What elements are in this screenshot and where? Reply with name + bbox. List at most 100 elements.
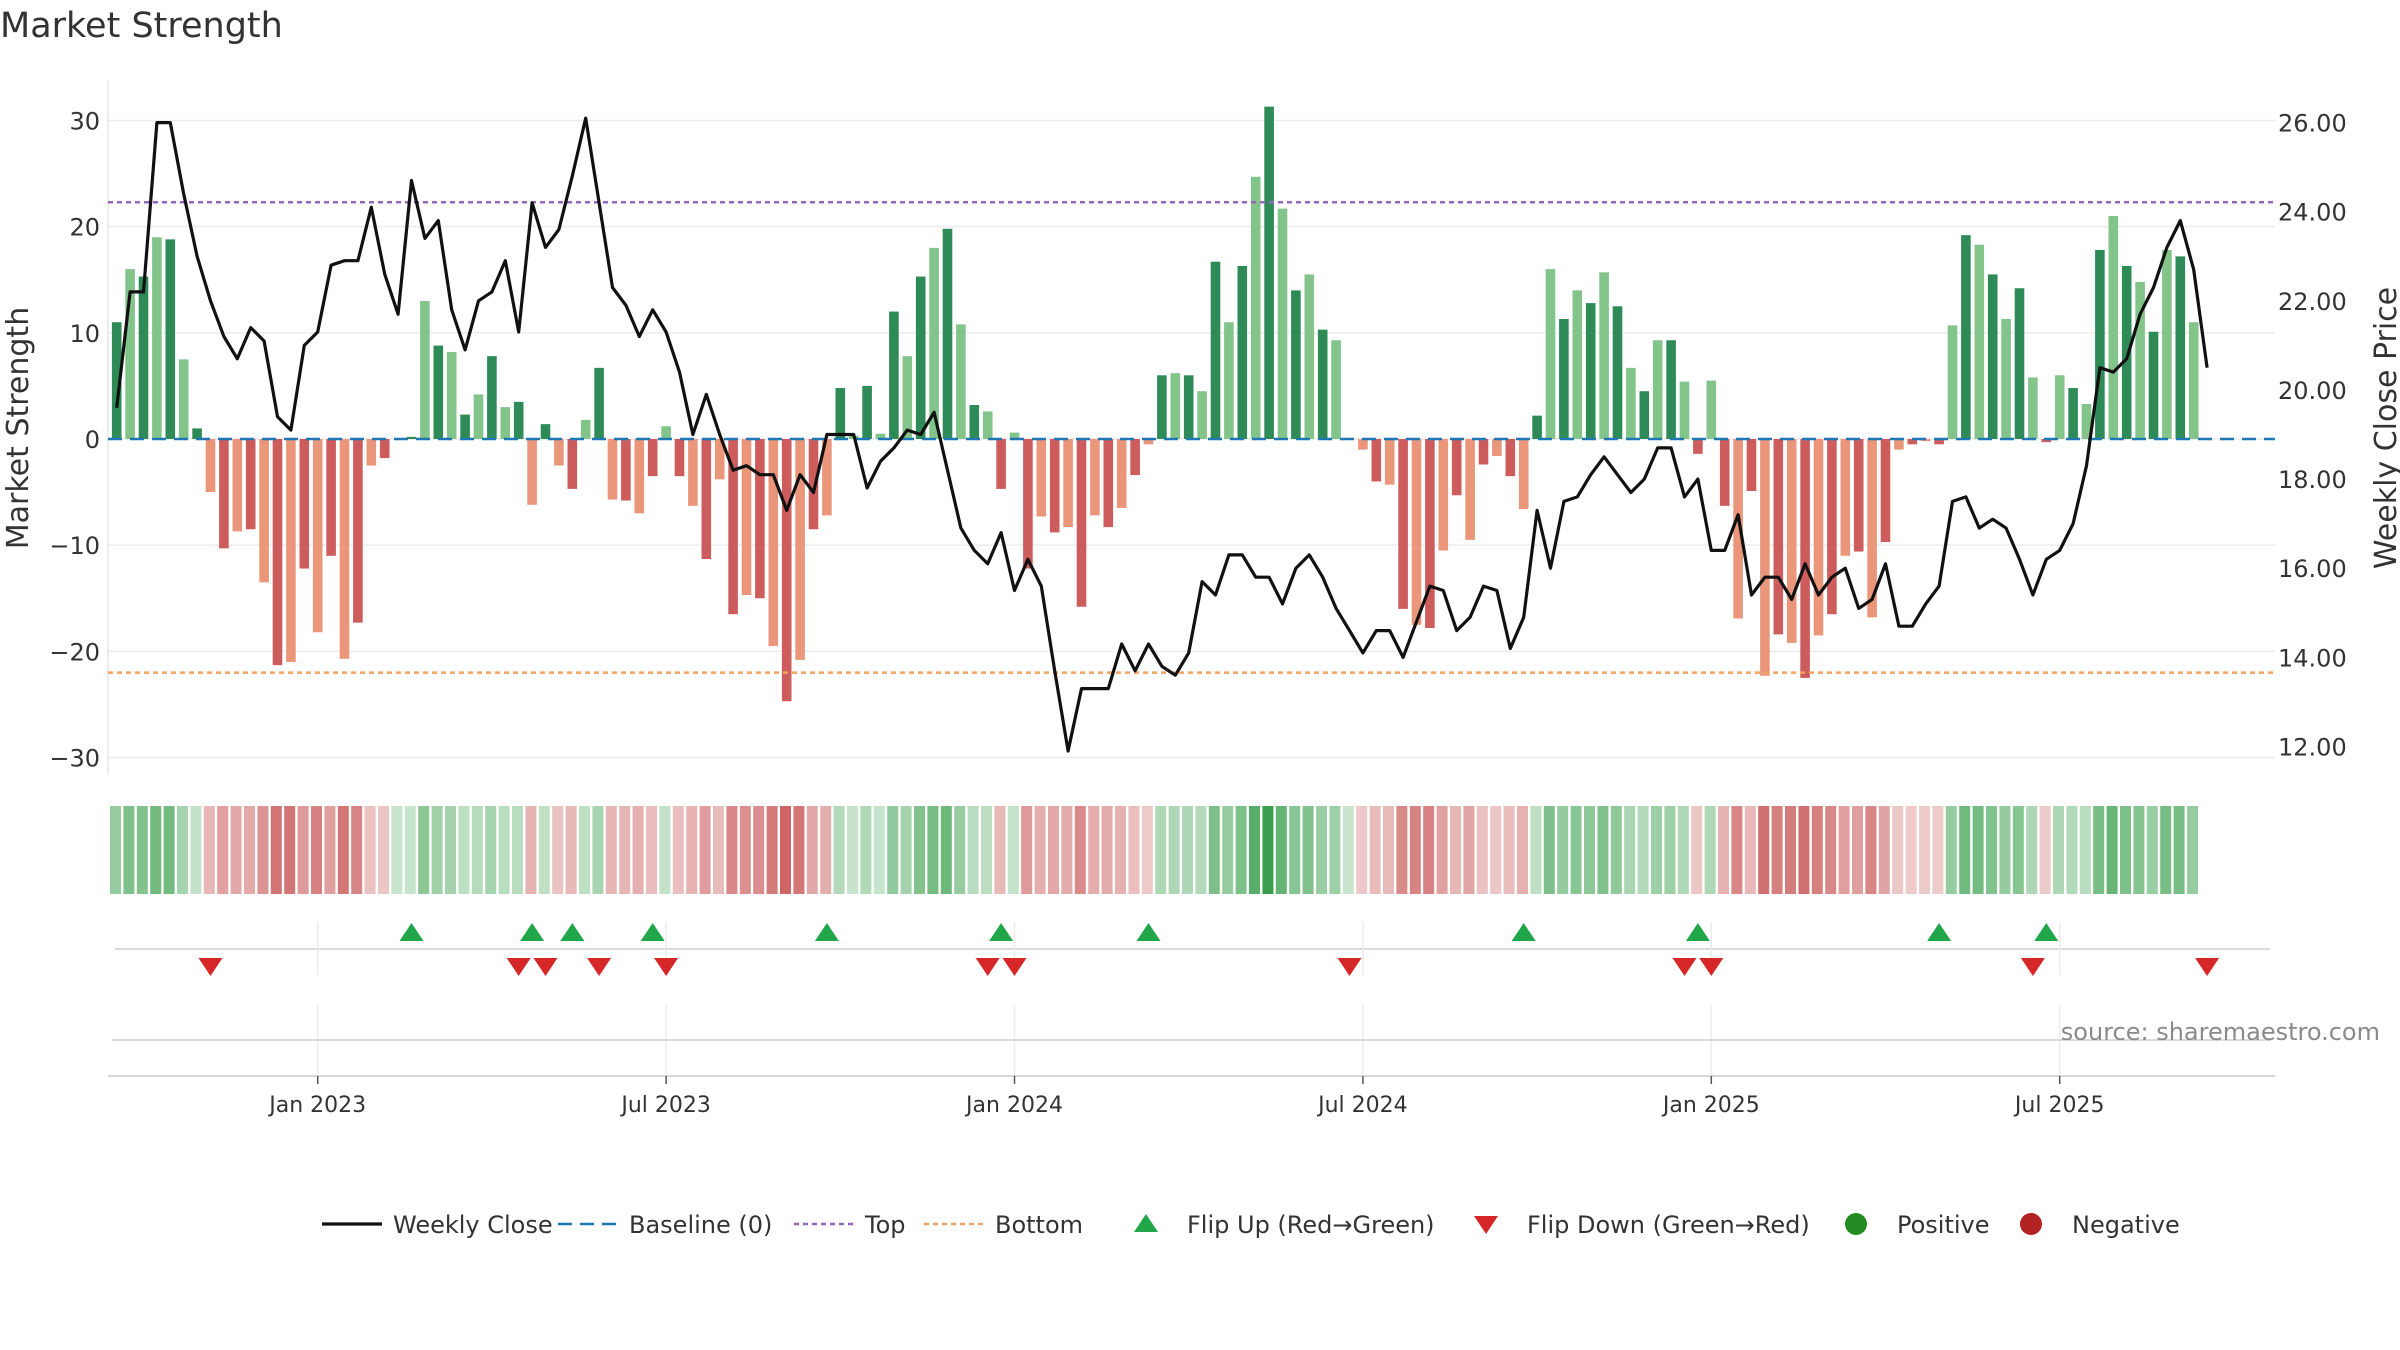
- strength-bar: [1760, 439, 1770, 676]
- strength-bar: [138, 276, 149, 439]
- y2-tick-label: 26.00: [2278, 110, 2347, 138]
- heat-cell: [512, 806, 523, 894]
- strength-bar: [500, 407, 511, 439]
- heat-cell: [337, 806, 349, 894]
- strength-bar: [1478, 439, 1489, 465]
- heat-cell: [1182, 806, 1193, 894]
- heat-cell: [1758, 806, 1770, 894]
- heat-cell: [1503, 806, 1515, 894]
- strength-bar: [2014, 288, 2025, 439]
- heat-cell: [1972, 806, 1984, 894]
- heat-cell: [418, 806, 430, 894]
- legend-item: Bottom: [924, 1211, 1083, 1239]
- heat-cell: [1744, 806, 1756, 894]
- strength-bar: [1304, 274, 1315, 439]
- heat-cell: [592, 806, 604, 894]
- strength-bar: [674, 439, 685, 477]
- legend-swatch: [1845, 1213, 1867, 1235]
- strength-bar: [232, 439, 243, 532]
- strength-bar: [286, 439, 296, 662]
- strength-bar: [755, 439, 765, 599]
- heat-cell: [297, 806, 309, 894]
- strength-bar: [1237, 265, 1248, 439]
- strength-bar: [1934, 439, 1944, 445]
- flip-up-marker: [1136, 923, 1161, 941]
- x-tick-label: Jan 2023: [267, 1093, 366, 1118]
- strength-bar: [1492, 439, 1502, 456]
- heat-cell: [994, 806, 1006, 894]
- legend-item: Top: [794, 1211, 906, 1239]
- heat-cell: [1396, 806, 1408, 894]
- strength-bar: [272, 439, 283, 666]
- y2-axis-title: Weekly Close Price: [2369, 287, 2400, 569]
- strength-bar: [1532, 415, 1542, 439]
- heat-cell: [806, 806, 818, 894]
- strength-bar: [1023, 439, 1033, 569]
- strength-bar: [688, 439, 698, 506]
- strength-bar: [1719, 439, 1730, 506]
- heat-cell: [900, 806, 912, 894]
- strength-bar: [728, 439, 738, 615]
- strength-bar: [2188, 322, 2199, 439]
- heat-cell: [150, 806, 162, 894]
- heat-cell: [1557, 806, 1569, 894]
- heat-cell: [1101, 806, 1113, 894]
- legend-item: Negative: [2020, 1211, 2180, 1239]
- strength-bar: [1049, 439, 1060, 533]
- heat-cell: [1543, 806, 1555, 894]
- heat-cell: [203, 806, 215, 894]
- heat-cell: [2106, 806, 2118, 894]
- strength-bar: [1746, 439, 1757, 492]
- heat-cell: [2187, 806, 2198, 894]
- strength-bar: [2081, 403, 2092, 439]
- heat-cell: [378, 806, 389, 894]
- heat-cell: [1316, 806, 1327, 894]
- legend-item: Weekly Close: [322, 1211, 553, 1239]
- heat-cell: [485, 806, 497, 894]
- heat-cell: [1275, 806, 1287, 894]
- strength-bar: [1210, 261, 1221, 439]
- heat-cell: [1530, 806, 1542, 894]
- heat-cell: [324, 806, 336, 894]
- left-axis-ticks: 30 20 10 0 −10 −20 −30: [49, 107, 100, 772]
- strength-bar: [647, 439, 658, 477]
- heat-cell: [833, 806, 845, 894]
- heat-cell: [860, 806, 872, 894]
- strength-bar: [406, 436, 417, 439]
- heat-cell: [1731, 806, 1743, 894]
- heat-cell: [2012, 806, 2024, 894]
- heat-cell: [1128, 806, 1140, 894]
- heat-cell: [2026, 806, 2038, 894]
- heat-cell: [1490, 806, 1502, 894]
- flip-up-marker: [640, 923, 665, 941]
- heat-cell: [1932, 806, 1944, 894]
- flip-down-marker: [1672, 958, 1697, 976]
- strength-bar: [996, 439, 1006, 489]
- heat-cell: [1302, 806, 1314, 894]
- strength-bar: [915, 276, 926, 439]
- strength-bar: [1907, 439, 1918, 445]
- strength-bar: [1398, 439, 1408, 609]
- legend-swatch: [1134, 1214, 1158, 1232]
- strength-bar: [607, 439, 618, 500]
- legend-label: Flip Down (Green→Red): [1527, 1211, 1810, 1239]
- flip-down-marker: [2020, 958, 2045, 976]
- heat-cell: [820, 806, 832, 894]
- heat-cell: [1329, 806, 1341, 894]
- y2-tick-label: 24.00: [2278, 199, 2347, 227]
- strength-bar: [1987, 274, 1998, 439]
- weekly-close-line: [115, 116, 2209, 753]
- strength-bar: [1679, 381, 1690, 439]
- y2-tick-label: 14.00: [2278, 644, 2347, 672]
- heat-cell: [753, 806, 765, 894]
- heat-cell: [1034, 806, 1046, 894]
- flip-events-panel: [115, 922, 2270, 976]
- y-tick-label: 0: [85, 426, 100, 454]
- heat-cell: [1115, 806, 1126, 894]
- x-tick-label: Jan 2025: [1661, 1093, 1760, 1118]
- heat-cell: [445, 806, 456, 894]
- strength-bar: [1652, 340, 1663, 439]
- strength-bar: [1331, 340, 1341, 439]
- flip-up-marker: [1511, 923, 1536, 941]
- heat-cell: [110, 806, 121, 894]
